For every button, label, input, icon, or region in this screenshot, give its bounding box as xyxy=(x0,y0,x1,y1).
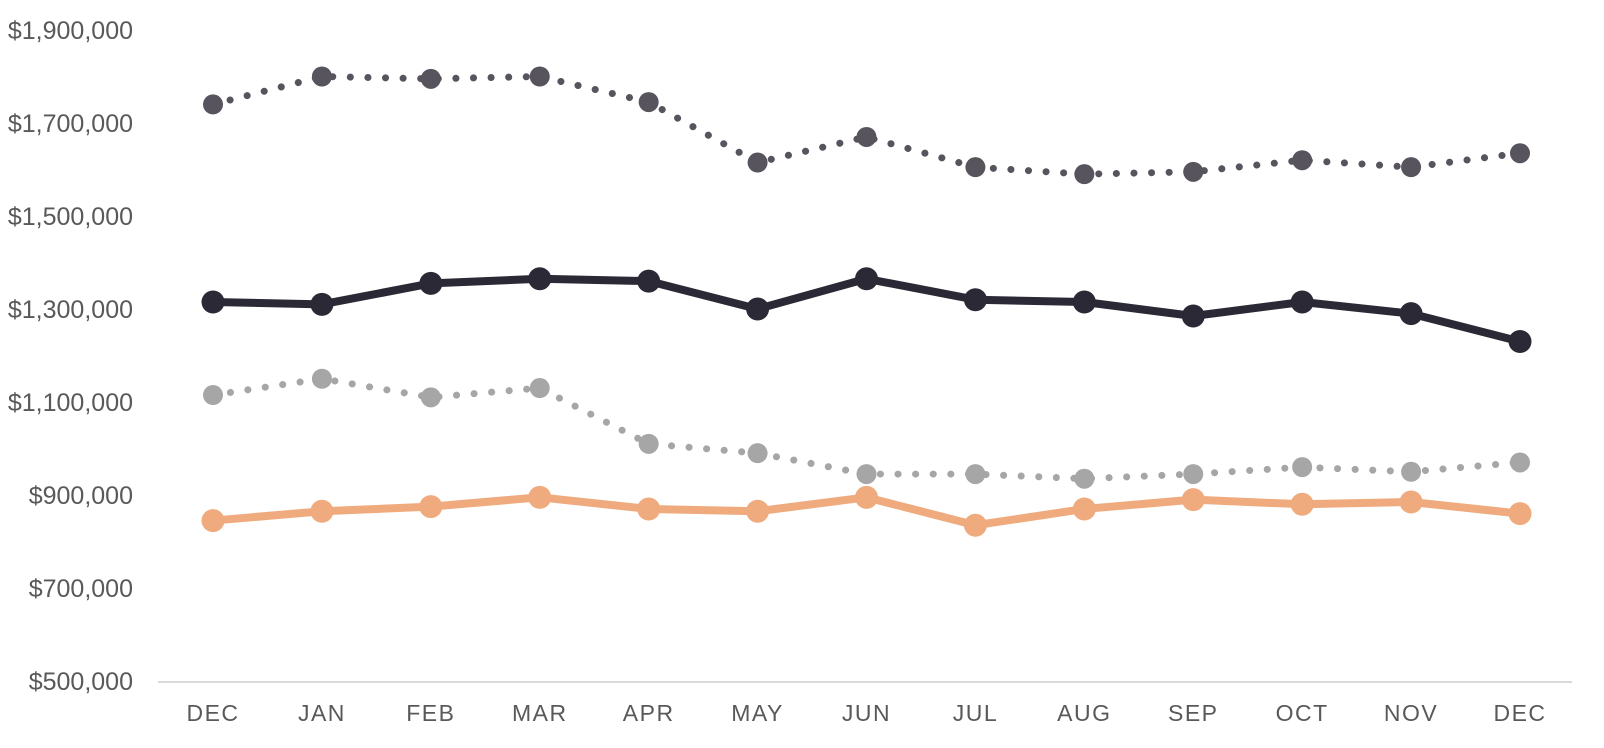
x-tick-label: SEP xyxy=(1168,700,1219,726)
y-axis-labels: $1,900,000 $1,700,000 $1,500,000 $1,300,000… xyxy=(8,17,133,696)
data-point-marker xyxy=(1401,157,1422,178)
x-tick-label: OCT xyxy=(1276,700,1329,726)
data-point-marker xyxy=(1508,330,1532,354)
data-point-marker xyxy=(529,66,550,87)
x-tick-label: NOV xyxy=(1384,700,1438,726)
data-point-marker xyxy=(1074,164,1095,185)
x-tick-label: JUN xyxy=(842,700,891,726)
data-point-marker xyxy=(855,267,878,291)
data-point-marker xyxy=(1508,502,1532,526)
data-point-marker xyxy=(1292,150,1313,171)
data-point-marker xyxy=(1181,304,1205,328)
data-point-marker xyxy=(746,499,770,523)
data-point-marker xyxy=(310,499,334,523)
data-point-marker xyxy=(965,464,986,485)
x-tick-label: FEB xyxy=(406,700,455,726)
data-point-marker xyxy=(528,267,552,291)
x-tick-label: DEC xyxy=(1493,700,1546,726)
series-dark-gray-dotted-line xyxy=(203,66,1530,185)
data-point-marker xyxy=(1181,488,1205,512)
data-point-marker xyxy=(1399,302,1423,326)
data-point-marker xyxy=(528,485,552,509)
data-point-marker xyxy=(1401,461,1422,482)
data-point-marker xyxy=(965,157,986,178)
light-gray-dotted-line xyxy=(209,375,1524,483)
data-point-marker xyxy=(1183,161,1204,182)
series-orange-solid-line xyxy=(201,485,1532,537)
x-tick-label: JUL xyxy=(953,700,998,726)
data-point-marker xyxy=(1399,490,1423,514)
chart-series xyxy=(201,66,1532,537)
data-point-marker xyxy=(1072,497,1096,521)
data-point-marker xyxy=(747,152,768,173)
data-point-marker xyxy=(856,126,877,147)
data-point-marker xyxy=(856,464,877,485)
data-point-marker xyxy=(311,368,332,389)
data-point-marker xyxy=(420,387,441,408)
data-point-marker xyxy=(203,94,223,115)
data-point-marker xyxy=(311,66,332,87)
data-point-marker xyxy=(529,378,550,399)
x-tick-label: MAR xyxy=(512,700,568,726)
y-tick-label: $1,500,000 xyxy=(8,203,133,231)
data-point-marker xyxy=(310,292,334,316)
data-point-marker xyxy=(746,297,770,321)
y-tick-label: $1,700,000 xyxy=(8,110,133,138)
data-point-marker xyxy=(419,495,443,519)
data-point-marker xyxy=(201,290,225,314)
y-tick-label: $700,000 xyxy=(29,575,133,603)
data-point-marker xyxy=(1072,290,1096,314)
data-point-marker xyxy=(1290,492,1314,516)
data-point-marker xyxy=(420,68,441,89)
data-point-marker xyxy=(1183,464,1204,485)
series-light-gray-dotted-line xyxy=(203,368,1530,489)
x-tick-label: APR xyxy=(623,700,675,726)
y-tick-label: $900,000 xyxy=(29,482,133,510)
data-point-marker xyxy=(1510,452,1530,473)
data-point-marker xyxy=(963,288,987,312)
data-point-marker xyxy=(1510,143,1530,164)
series-black-solid-line xyxy=(201,267,1532,354)
data-point-marker xyxy=(637,497,661,521)
data-point-marker xyxy=(1074,468,1095,489)
data-point-marker xyxy=(203,385,223,406)
data-point-marker xyxy=(963,513,987,537)
data-point-marker xyxy=(638,92,659,113)
data-point-marker xyxy=(855,485,878,509)
data-point-marker xyxy=(1292,457,1313,478)
data-point-marker xyxy=(201,509,225,533)
x-tick-label: MAY xyxy=(731,700,784,726)
data-point-marker xyxy=(1290,290,1314,314)
data-point-marker xyxy=(419,271,443,295)
y-tick-label: $1,100,000 xyxy=(8,389,133,417)
y-tick-label: $500,000 xyxy=(29,668,133,696)
data-point-marker xyxy=(747,443,768,464)
y-tick-label: $1,900,000 xyxy=(8,17,133,45)
data-point-marker xyxy=(638,433,659,454)
x-axis-labels: DEC JAN FEB MAR APR MAY JUN JUL AUG SEP OCT NOV DEC xyxy=(186,700,1546,726)
x-tick-label: DEC xyxy=(186,700,239,726)
data-point-marker xyxy=(637,269,661,293)
x-tick-label: AUG xyxy=(1057,700,1111,726)
dark-gray-dotted-line xyxy=(209,73,1524,178)
y-tick-label: $1,300,000 xyxy=(8,296,133,324)
x-tick-label: JAN xyxy=(298,700,346,726)
